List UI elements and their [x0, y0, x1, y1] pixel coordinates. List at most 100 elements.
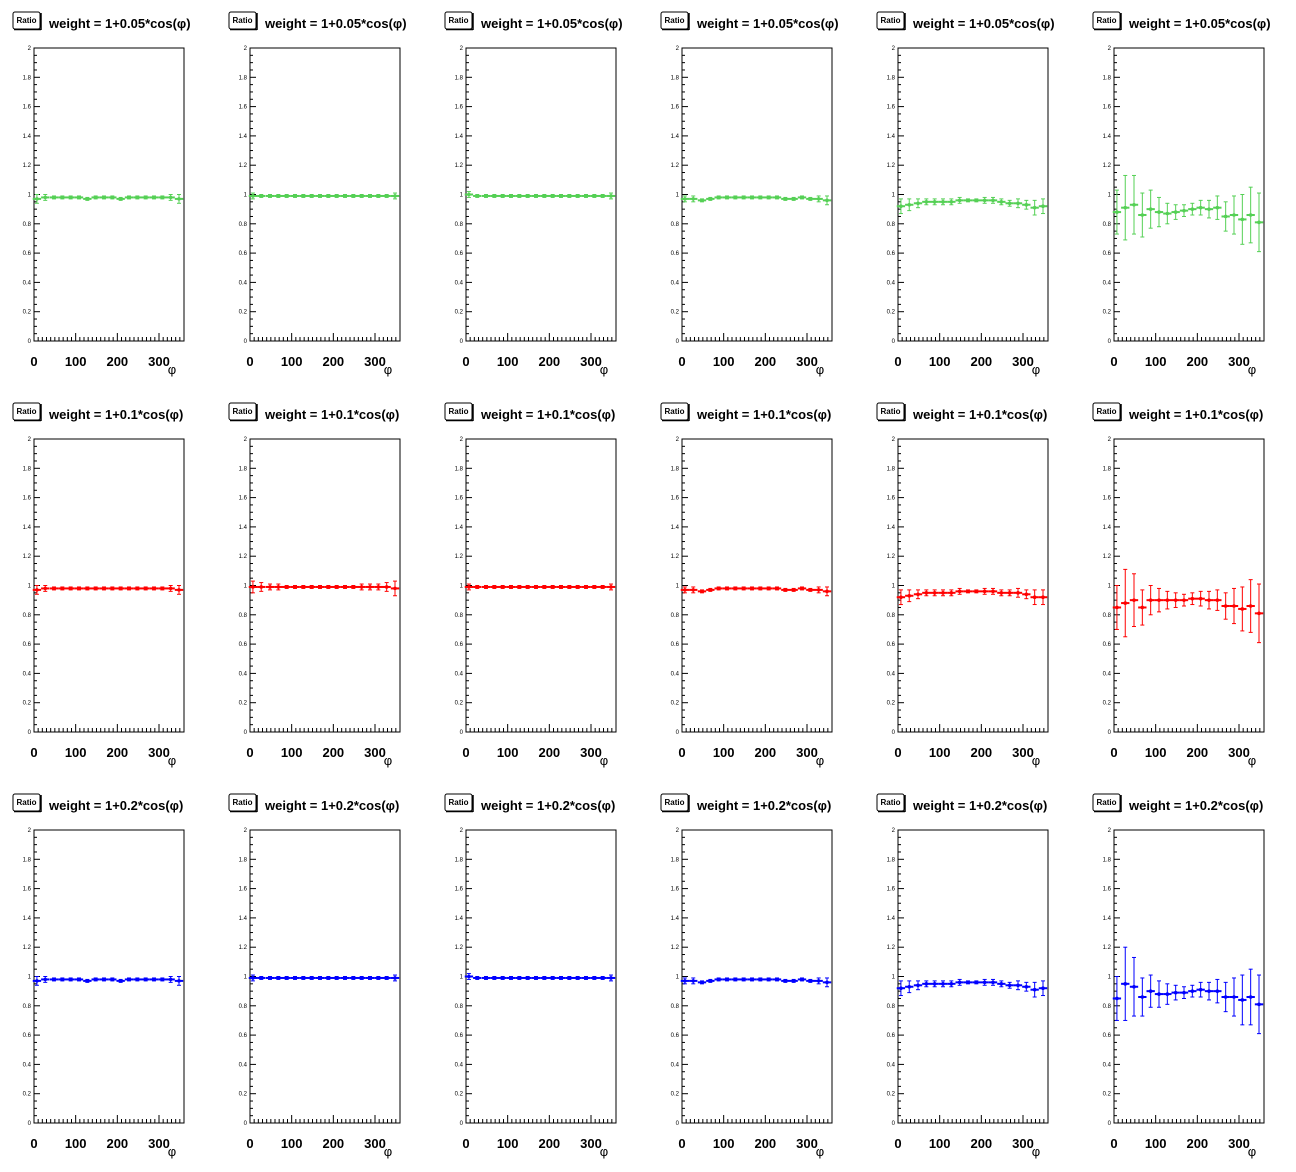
y-tick-label: 1.4	[455, 916, 464, 922]
chart-panel: Ratio weight = 1+0.1*cos(φ) 0 0.2 0.4 0.6 0.8 1…	[444, 402, 617, 768]
x-tick-label: 200	[538, 1136, 560, 1151]
data-point	[500, 976, 505, 980]
data-point	[368, 585, 372, 589]
plot-frame	[681, 47, 833, 342]
y-tick-label: 1.4	[887, 916, 896, 922]
data-point	[1123, 205, 1128, 210]
y-tick-label: 1	[244, 975, 248, 981]
data-point	[966, 980, 970, 985]
data-point	[102, 195, 106, 200]
data-point	[309, 194, 314, 198]
chart-panel: Ratio weight = 1+0.2*cos(φ) 0 0.2 0.4 0.6 0.8 1…	[1092, 793, 1265, 1159]
data-point	[708, 979, 713, 983]
data-point	[160, 195, 165, 200]
data-point	[791, 588, 796, 592]
chart-panel: Ratio weight = 1+0.2*cos(φ) 0 0.2 0.4 0.6 0.8 1…	[444, 793, 617, 1159]
data-point	[1140, 995, 1145, 999]
data-point	[559, 585, 563, 589]
data-point	[492, 194, 497, 198]
data-point	[509, 194, 513, 198]
y-tick-label: 0.4	[671, 280, 680, 286]
x-tick-label: 100	[1145, 745, 1167, 760]
data-point	[35, 979, 39, 983]
chart-panel: Ratio weight = 1+0.2*cos(φ) 0 0.2 0.4 0.6 0.8 1…	[660, 793, 833, 1159]
data-point	[359, 585, 364, 589]
ratio-label: Ratio	[17, 798, 37, 807]
data-point	[708, 197, 713, 201]
data-series	[464, 583, 616, 591]
x-tick-label: 100	[929, 745, 951, 760]
chart-panel: Ratio weight = 1+0.05*cos(φ) 0 0.2 0.4 0.6 0.8…	[876, 11, 1055, 377]
plot-frame	[1113, 438, 1265, 733]
data-point	[301, 976, 306, 980]
data-point	[916, 592, 920, 597]
data-point	[1140, 213, 1145, 217]
data-point	[1165, 992, 1170, 996]
y-tick-label: 0	[244, 339, 248, 345]
y-tick-label: 1.8	[239, 466, 248, 472]
data-point	[1240, 998, 1245, 1002]
y-tick-label: 1.4	[1103, 916, 1112, 922]
y-tick-label: 1.8	[671, 857, 680, 863]
x-tick-label: 300	[580, 745, 602, 760]
y-tick-label: 1.4	[1103, 525, 1112, 531]
data-point	[725, 977, 729, 982]
data-series	[32, 585, 184, 595]
data-point	[509, 976, 513, 980]
ratio-label: Ratio	[665, 16, 685, 25]
y-tick-label: 1	[676, 193, 680, 199]
y-tick-label: 1.8	[239, 857, 248, 863]
chart-title: weight = 1+0.1*cos(φ)	[1128, 407, 1263, 422]
plot-frame	[33, 47, 185, 342]
y-tick-label: 2	[1108, 46, 1112, 52]
data-point	[68, 977, 73, 982]
data-point	[1041, 204, 1045, 209]
chart-title: weight = 1+0.2*cos(φ)	[696, 798, 831, 813]
chart-title: weight = 1+0.2*cos(φ)	[912, 798, 1047, 813]
y-tick-label: 1.4	[239, 134, 248, 140]
x-axis-label: φ	[600, 362, 608, 377]
x-tick-label: 200	[322, 1136, 344, 1151]
y-tick-label: 0.8	[239, 222, 248, 228]
data-point	[43, 586, 48, 591]
data-point	[916, 983, 920, 988]
x-tick-label: 100	[497, 1136, 519, 1151]
y-tick-label: 1.4	[23, 525, 32, 531]
data-point	[758, 586, 763, 591]
y-tick-label: 1.2	[23, 554, 32, 560]
y-tick-label: 0.8	[887, 222, 896, 228]
data-point	[368, 976, 372, 980]
x-axis-label: φ	[168, 1144, 176, 1159]
data-point	[592, 976, 597, 980]
data-point	[177, 979, 181, 983]
y-tick-label: 0.2	[1103, 701, 1112, 707]
y-tick-label: 0.4	[23, 280, 32, 286]
y-tick-label: 1	[892, 584, 896, 590]
data-point	[1198, 596, 1203, 601]
x-tick-label: 100	[929, 1136, 951, 1151]
data-point	[999, 200, 1004, 204]
data-point	[991, 980, 995, 985]
data-point	[924, 982, 929, 986]
data-point	[1207, 989, 1211, 993]
data-point	[725, 195, 729, 200]
y-tick-label: 0.2	[455, 701, 464, 707]
ratio-label: Ratio	[449, 16, 469, 25]
data-point	[725, 586, 729, 591]
data-point	[1016, 983, 1020, 988]
data-point	[957, 980, 962, 985]
data-point	[143, 586, 148, 591]
data-series	[680, 586, 832, 597]
y-tick-label: 0.8	[887, 613, 896, 619]
y-tick-label: 1.4	[671, 916, 680, 922]
x-tick-label: 100	[497, 354, 519, 369]
y-tick-label: 0.8	[1103, 222, 1112, 228]
y-tick-label: 1.8	[887, 75, 896, 81]
x-tick-label: 200	[538, 745, 560, 760]
data-point	[384, 976, 389, 980]
data-point	[118, 979, 123, 983]
data-point	[93, 586, 98, 591]
ratio-label: Ratio	[881, 16, 901, 25]
y-tick-label: 0.4	[455, 1062, 464, 1068]
data-point	[750, 977, 754, 982]
